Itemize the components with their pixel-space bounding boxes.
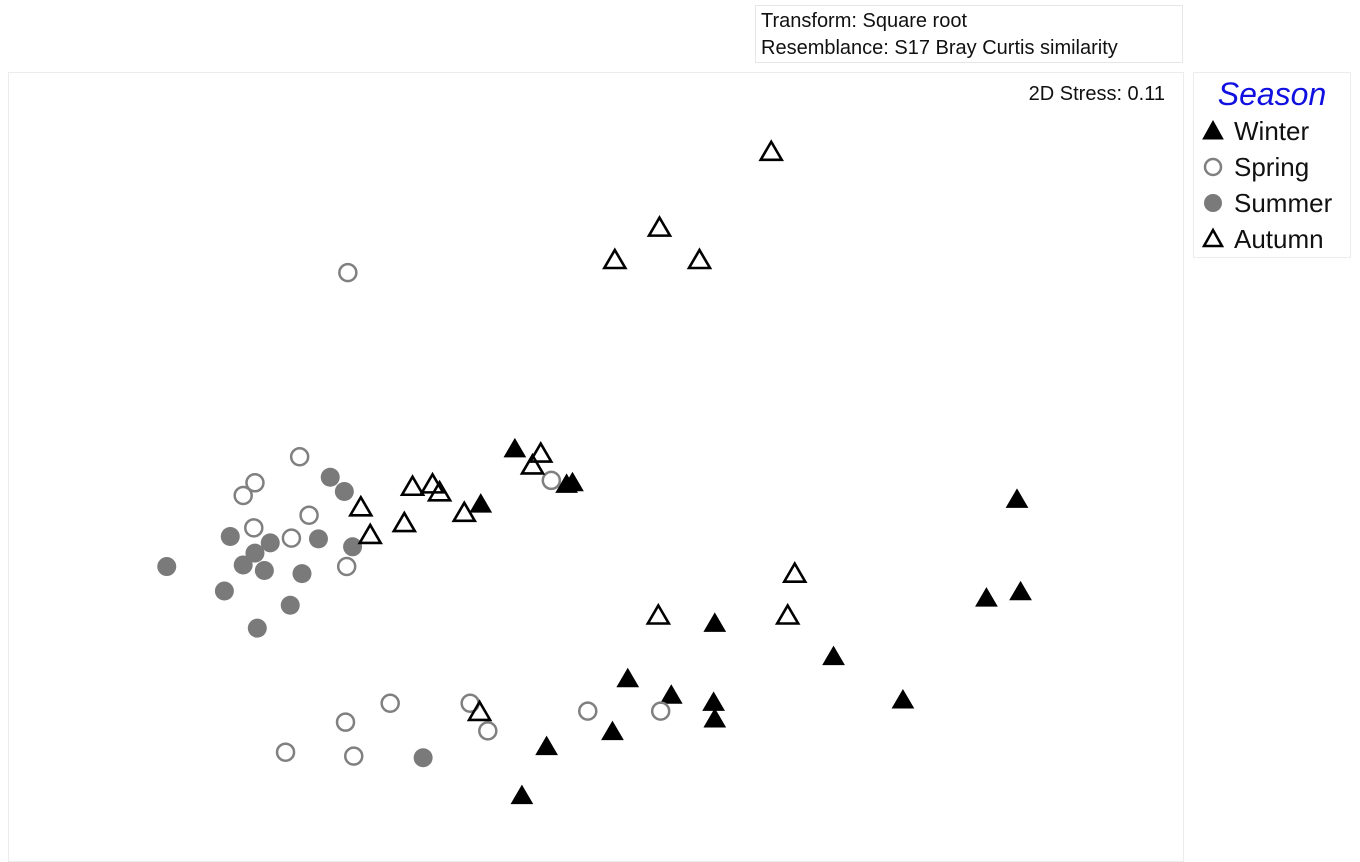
point-autumn-11: [426, 479, 453, 502]
point-summer-8: [233, 555, 253, 575]
point-summer-10: [292, 564, 312, 584]
legend: Season Winter Spring Summer Autumn: [1193, 72, 1351, 258]
point-autumn-1: [758, 139, 784, 162]
point-spring-1: [338, 262, 358, 283]
point-spring-5: [244, 518, 264, 538]
point-winter-1: [503, 437, 527, 458]
point-summer-7: [245, 543, 265, 563]
point-autumn-3: [602, 247, 628, 270]
point-winter-17: [1005, 488, 1029, 508]
point-autumn-5: [527, 440, 554, 463]
filled-triangle-icon: [1202, 119, 1224, 140]
point-autumn-15: [781, 561, 808, 583]
resemblance-text: Resemblance: S17 Bray Curtis similarity: [761, 37, 1118, 59]
open-circle-icon: [1203, 157, 1223, 177]
point-spring-2: [289, 446, 310, 467]
point-autumn-16: [774, 602, 801, 625]
point-winter-12: [510, 784, 534, 805]
point-winter-4: [561, 471, 584, 492]
point-summer-3: [220, 527, 240, 547]
point-winter-11: [535, 735, 558, 756]
point-autumn-12: [451, 500, 478, 523]
legend-item-summer: Summer: [1194, 185, 1350, 221]
legend-item-autumn: Autumn: [1194, 221, 1350, 257]
plot-area: [8, 72, 1184, 862]
point-spring-7: [281, 528, 302, 548]
stress-label: 2D Stress: 0.11: [1028, 83, 1165, 105]
point-autumn-4: [686, 247, 713, 270]
point-summer-5: [308, 529, 328, 549]
legend-label-summer: Summer: [1234, 187, 1333, 218]
point-autumn-13: [391, 510, 418, 533]
point-winter-8: [702, 691, 725, 711]
legend-title: Season: [1217, 76, 1327, 112]
legend-label-winter: Winter: [1234, 115, 1310, 146]
point-summer-14: [247, 618, 267, 638]
filled-circle-icon: [1204, 194, 1222, 212]
point-spring-4: [233, 485, 253, 506]
point-spring-3: [245, 473, 265, 493]
point-spring-10: [380, 693, 400, 713]
point-summer-4: [260, 533, 280, 553]
point-spring-13: [335, 712, 356, 732]
point-summer-15: [413, 748, 433, 768]
point-winter-15: [975, 587, 998, 607]
legend-label-spring: Spring: [1234, 151, 1310, 182]
point-spring-12: [478, 721, 498, 741]
point-autumn-6: [519, 452, 546, 475]
point-winter-6: [616, 667, 640, 688]
legend-item-winter: Winter: [1194, 113, 1350, 149]
point-spring-15: [343, 746, 364, 766]
point-summer-13: [280, 595, 300, 615]
point-winter-14: [891, 689, 915, 709]
transform-text: Transform: Square root: [761, 10, 968, 32]
point-autumn-2: [646, 215, 673, 237]
point-winter-10: [601, 720, 624, 741]
point-summer-12: [214, 581, 234, 601]
point-spring-17: [650, 701, 671, 721]
point-spring-6: [299, 505, 319, 525]
point-summer-2: [334, 481, 354, 501]
point-winter-9: [703, 708, 727, 728]
point-summer-11: [157, 557, 177, 577]
point-autumn-8: [348, 494, 374, 517]
point-winter-7: [659, 684, 683, 704]
point-spring-8: [336, 556, 357, 577]
point-spring-9: [541, 470, 562, 491]
point-spring-14: [275, 742, 296, 762]
point-autumn-14: [645, 602, 672, 625]
point-winter-2: [469, 493, 493, 513]
point-spring-16: [578, 701, 598, 721]
point-summer-1: [320, 467, 340, 487]
open-triangle-icon: [1201, 227, 1225, 248]
point-summer-6: [343, 537, 363, 557]
point-autumn-17: [466, 699, 493, 722]
point-autumn-9: [357, 522, 383, 545]
point-winter-5: [703, 612, 727, 632]
legend-label-autumn: Autumn: [1234, 223, 1324, 254]
info-box: Transform: Square root Resemblance: S17 …: [755, 5, 1183, 63]
legend-item-spring: Spring: [1194, 149, 1350, 185]
point-winter-13: [822, 645, 845, 666]
point-summer-9: [254, 560, 274, 580]
point-winter-16: [1009, 580, 1032, 601]
point-autumn-7: [399, 474, 426, 497]
